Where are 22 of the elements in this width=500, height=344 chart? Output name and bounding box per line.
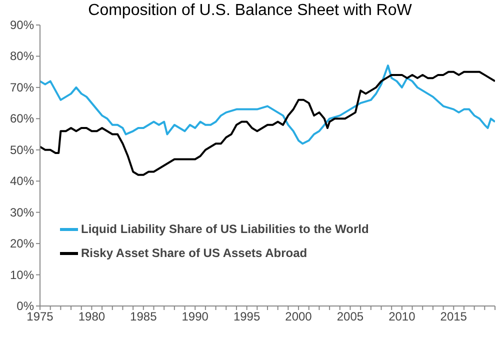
- x-tick-label: 2005: [336, 310, 364, 324]
- x-tick-label: 1985: [130, 310, 158, 324]
- y-tick-label: 10%: [10, 268, 34, 282]
- y-tick-label: 50%: [10, 142, 34, 157]
- y-tick-label: 80%: [10, 49, 34, 64]
- x-tick-label: 1990: [182, 310, 209, 324]
- x-tick-label: 2015: [440, 310, 468, 324]
- y-tick-label: 60%: [10, 112, 34, 126]
- y-tick-label: 70%: [10, 80, 34, 94]
- y-tick-label: 20%: [10, 236, 34, 251]
- line-series: [40, 70, 495, 176]
- x-tick-label: 1995: [233, 310, 260, 324]
- x-tick-label: 1980: [78, 310, 106, 324]
- line-series: [40, 64, 495, 145]
- x-tick-label: 2000: [285, 310, 312, 324]
- legend-label: Risky Asset Share of US Assets Abroad: [81, 246, 308, 260]
- legend-label: Liquid Liability Share of US Liabilities to the World: [81, 222, 369, 236]
- y-tick-label: 30%: [10, 205, 34, 220]
- x-tick-label: 2010: [388, 310, 416, 324]
- chart-title: Composition of U.S. Balance Sheet with RoW: [88, 2, 412, 19]
- y-tick-label: 40%: [10, 174, 34, 188]
- y-tick-label: 90%: [10, 18, 34, 32]
